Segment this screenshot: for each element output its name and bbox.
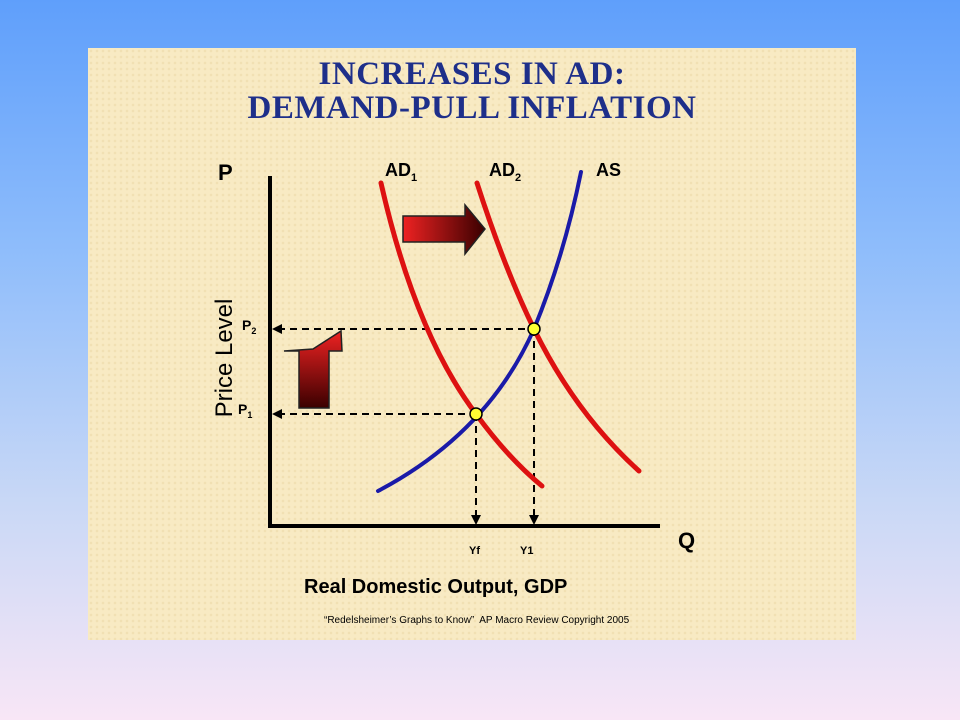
p1-label: P1 — [238, 401, 252, 420]
p1-label-text: P — [238, 401, 247, 417]
shift-right-arrow-icon — [402, 202, 486, 257]
title-line-1: INCREASES IN AD: — [318, 56, 626, 92]
p2-label-text: P — [242, 317, 251, 333]
y1-arrowhead-icon — [529, 515, 539, 525]
ad-as-diagram: P Q AD1 AD2 AS P2 P1 Yf Y1 Price Level R… — [211, 160, 695, 626]
shift-up-arrow-icon — [283, 329, 343, 409]
ad2-curve — [474, 180, 642, 474]
equilibrium-point-2 — [527, 322, 541, 336]
as-curve — [376, 170, 583, 493]
y1-label: Y1 — [520, 545, 533, 557]
x-axis-symbol: Q — [678, 528, 695, 553]
p2-label-subscript: 2 — [251, 326, 256, 336]
ad1-label: AD1 — [385, 160, 417, 184]
p2-arrowhead-icon — [272, 324, 282, 334]
equilibrium-point-1 — [469, 407, 483, 421]
yf-label: Yf — [469, 545, 480, 557]
y-axis-label: Price Level — [211, 299, 238, 418]
ad1-label-text: AD — [385, 160, 411, 180]
y-axis-symbol: P — [218, 160, 233, 185]
title-line-2: DEMAND-PULL INFLATION — [247, 90, 697, 126]
p2-label: P2 — [242, 317, 256, 336]
as-label: AS — [596, 160, 621, 180]
ad2-label-text: AD — [489, 160, 515, 180]
ad1-curve — [378, 180, 545, 489]
p1-arrowhead-icon — [272, 409, 282, 419]
slide: INCREASES IN AD: DEMAND-PULL INFLATION — [88, 48, 856, 640]
copyright-footer: “Redelsheimer’s Graphs to Know” AP Macro… — [324, 615, 630, 626]
x-axis-label: Real Domestic Output, GDP — [304, 576, 567, 598]
yf-arrowhead-icon — [471, 515, 481, 525]
ad2-label-subscript: 2 — [515, 172, 521, 184]
ad1-label-subscript: 1 — [411, 172, 417, 184]
ad2-label: AD2 — [489, 160, 521, 184]
p1-label-subscript: 1 — [247, 410, 252, 420]
